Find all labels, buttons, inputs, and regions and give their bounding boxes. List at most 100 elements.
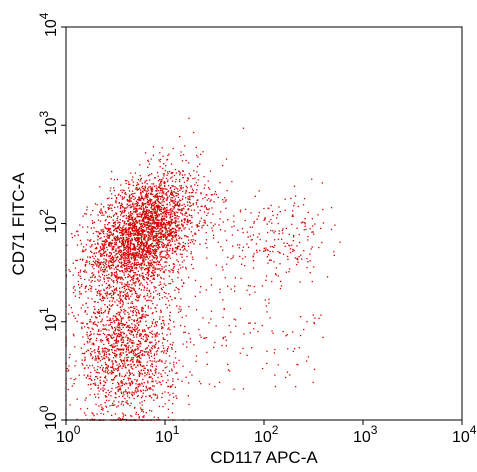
data-point: [174, 222, 177, 224]
data-point: [123, 285, 125, 288]
data-point: [165, 219, 167, 222]
data-point: [110, 292, 112, 294]
data-point: [220, 246, 222, 248]
data-point: [123, 376, 126, 378]
data-point: [178, 242, 180, 244]
data-point: [142, 188, 145, 190]
data-point: [152, 228, 154, 230]
data-point: [135, 267, 138, 269]
data-point: [99, 252, 101, 255]
data-point: [169, 231, 171, 233]
data-point: [101, 358, 103, 360]
data-point: [127, 199, 129, 201]
data-point: [99, 279, 101, 281]
data-point: [129, 243, 132, 245]
data-point: [178, 359, 180, 361]
data-point: [139, 212, 141, 214]
data-point: [143, 236, 145, 239]
data-point: [105, 282, 108, 285]
data-point: [195, 233, 197, 235]
data-point: [169, 215, 172, 217]
data-point: [141, 186, 143, 188]
data-point: [119, 246, 121, 248]
data-point: [208, 383, 211, 385]
data-point: [129, 214, 131, 216]
data-point: [144, 330, 146, 333]
data-point: [136, 182, 139, 184]
data-point: [89, 334, 91, 337]
data-point: [330, 228, 333, 231]
data-point: [85, 377, 87, 379]
data-point: [97, 356, 100, 358]
data-point: [142, 416, 144, 418]
data-point: [134, 239, 137, 241]
data-point: [111, 346, 114, 349]
data-point: [81, 250, 84, 253]
data-point: [135, 184, 138, 187]
data-point: [177, 242, 179, 244]
data-point: [143, 416, 145, 418]
data-point: [113, 229, 116, 231]
data-point: [128, 352, 130, 354]
data-point: [94, 379, 96, 381]
data-point: [139, 175, 141, 177]
data-point: [196, 225, 199, 227]
data-point: [150, 397, 153, 399]
data-point: [128, 307, 130, 309]
data-point: [90, 321, 92, 323]
data-point: [125, 349, 128, 351]
data-point: [225, 207, 227, 209]
data-point: [132, 312, 134, 314]
data-point: [137, 386, 139, 388]
data-point: [239, 255, 241, 258]
data-point: [163, 215, 165, 217]
data-point: [98, 352, 100, 354]
data-point: [117, 418, 119, 420]
data-point: [146, 364, 148, 367]
data-point: [146, 247, 148, 249]
data-point: [127, 250, 129, 252]
data-point: [161, 392, 164, 395]
data-point: [93, 343, 95, 345]
data-point: [141, 248, 143, 250]
data-point: [181, 237, 183, 240]
data-point: [113, 274, 115, 276]
data-point: [231, 234, 233, 236]
data-point: [133, 275, 135, 277]
data-point: [153, 385, 155, 387]
data-point: [289, 252, 292, 254]
data-point: [76, 320, 78, 323]
data-point: [70, 307, 72, 309]
data-point: [278, 230, 280, 232]
data-point: [130, 240, 132, 242]
data-point: [147, 299, 149, 301]
data-point: [127, 248, 129, 250]
data-point: [132, 353, 134, 355]
data-point: [134, 324, 136, 326]
data-point: [112, 363, 114, 365]
data-point: [82, 304, 84, 306]
data-point: [104, 220, 107, 222]
data-point: [166, 250, 168, 252]
data-point: [90, 239, 92, 241]
data-point: [137, 241, 139, 244]
data-point: [116, 353, 118, 356]
data-point: [174, 168, 176, 171]
data-point: [127, 267, 129, 270]
data-point: [168, 283, 170, 285]
data-point: [157, 208, 159, 210]
data-point: [110, 261, 113, 263]
data-point: [79, 275, 81, 277]
data-point: [189, 338, 191, 340]
data-point: [122, 242, 125, 244]
data-point: [150, 365, 152, 367]
data-point: [161, 396, 163, 399]
data-point: [160, 213, 162, 215]
data-point: [79, 224, 81, 226]
data-point: [155, 234, 158, 236]
data-point: [179, 264, 181, 266]
data-point: [312, 225, 314, 227]
data-point: [162, 233, 165, 236]
data-point: [130, 402, 132, 404]
data-point: [140, 214, 142, 216]
